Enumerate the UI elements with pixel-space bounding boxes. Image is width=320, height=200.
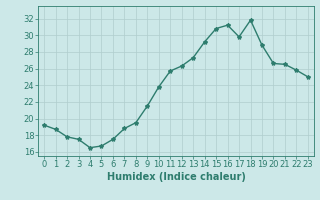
X-axis label: Humidex (Indice chaleur): Humidex (Indice chaleur) (107, 172, 245, 182)
